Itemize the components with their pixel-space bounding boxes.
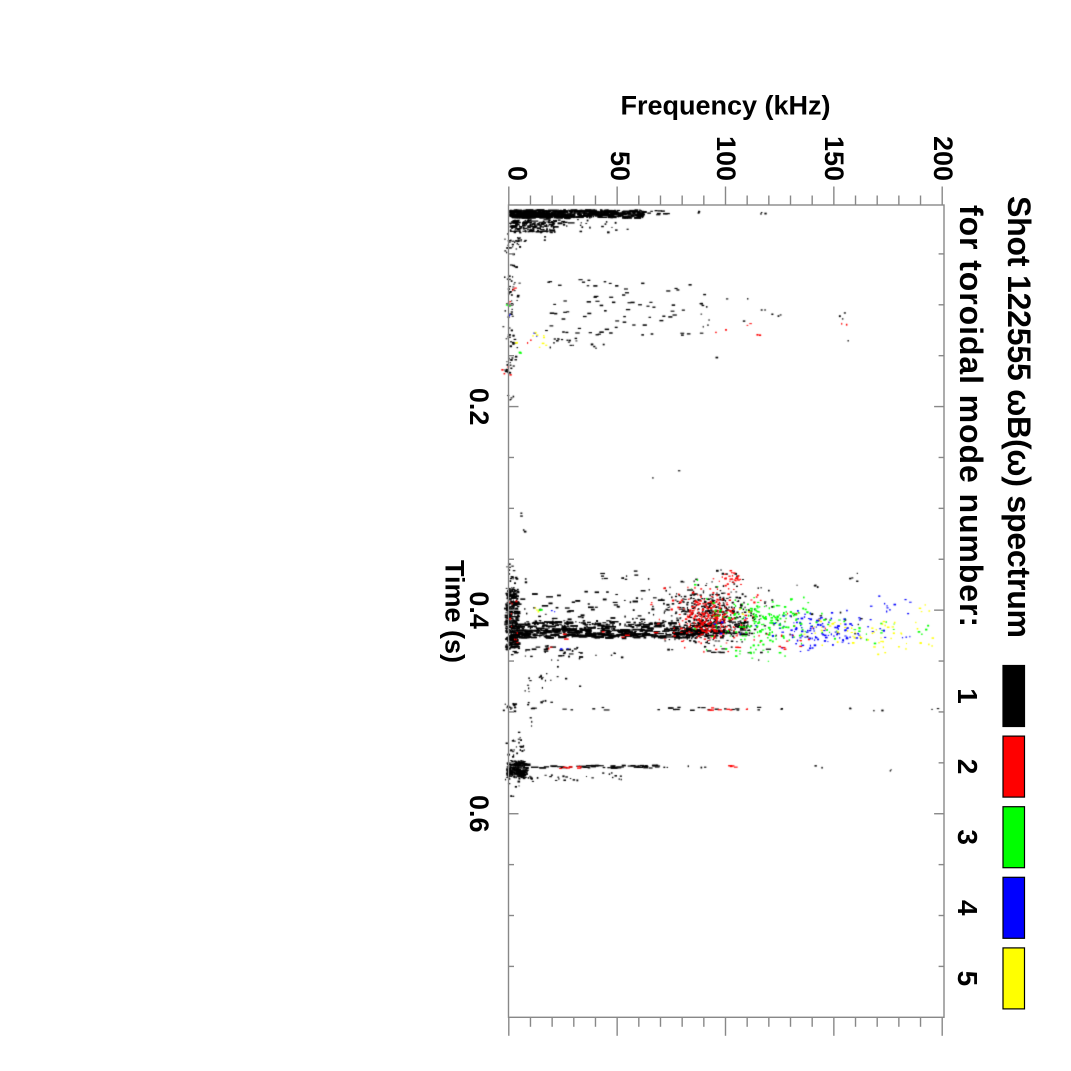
svg-text:for toroidal mode number:: for toroidal mode number: [953,205,989,627]
svg-text:0: 0 [503,166,533,181]
svg-text:Shot 122555 ωB(ω) spectrum: Shot 122555 ωB(ω) spectrum [1001,196,1037,638]
svg-text:Frequency (kHz): Frequency (kHz) [620,91,830,121]
svg-text:100: 100 [711,136,741,181]
svg-text:4: 4 [952,900,983,916]
svg-text:150: 150 [819,136,849,181]
svg-text:0.2: 0.2 [464,388,494,426]
svg-text:0.6: 0.6 [464,795,494,833]
svg-text:200: 200 [928,136,958,181]
svg-text:50: 50 [605,151,635,181]
svg-text:Time (s): Time (s) [440,560,470,663]
svg-text:5: 5 [952,971,983,987]
svg-text:2: 2 [952,759,983,775]
svg-text:3: 3 [952,829,983,845]
svg-text:0.4: 0.4 [464,591,494,629]
svg-text:1: 1 [952,688,983,704]
